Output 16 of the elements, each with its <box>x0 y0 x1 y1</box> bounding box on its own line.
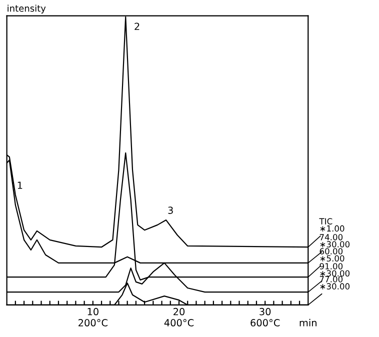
x-tick-label: 10 <box>88 308 98 316</box>
annotation: 3 <box>168 206 173 214</box>
x-tick-label: 20 <box>174 308 185 316</box>
legend-label: 91.00 ∗30.00 <box>320 263 350 277</box>
legend-label: 77.00 ∗30.00 <box>320 276 350 290</box>
annotation: 1 <box>18 182 22 189</box>
x-tick-label: 30 <box>260 308 271 316</box>
annotation: 2 <box>134 22 140 30</box>
x2-tick-label: 600°C <box>250 319 280 326</box>
text: 74.00 ∗30.00 <box>320 234 350 248</box>
y-axis-title: intensity <box>8 4 46 14</box>
x2-tick-label: 400°C <box>164 319 194 326</box>
text: TIC ∗1.00 <box>319 218 344 232</box>
legend-label: 60.00 ∗5.00 <box>320 248 344 262</box>
x-axis-title: min <box>300 318 316 326</box>
x2-tick-label: 200°C <box>78 319 108 326</box>
